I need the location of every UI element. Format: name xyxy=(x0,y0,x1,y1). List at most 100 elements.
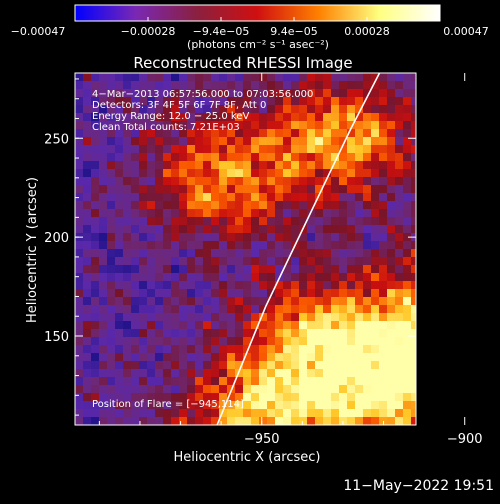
heatmap-cell xyxy=(123,361,131,369)
heatmap-cell xyxy=(235,249,243,257)
heatmap-cell xyxy=(347,113,355,121)
heatmap-cell xyxy=(91,121,99,129)
heatmap-cell xyxy=(347,321,355,329)
heatmap-cell xyxy=(363,401,371,409)
heatmap-cell xyxy=(371,385,379,393)
heatmap-cell xyxy=(99,217,107,225)
heatmap-cell xyxy=(395,193,403,201)
heatmap-cell xyxy=(187,257,195,265)
heatmap-cell xyxy=(187,265,195,273)
heatmap-cell xyxy=(403,161,411,169)
heatmap-cell xyxy=(323,241,331,249)
heatmap-cell xyxy=(219,321,227,329)
heatmap-cell xyxy=(339,297,347,305)
heatmap-cell xyxy=(99,313,107,321)
heatmap-cell xyxy=(243,161,251,169)
heatmap-cell xyxy=(379,409,387,417)
heatmap-cell xyxy=(283,305,291,313)
heatmap-cell xyxy=(203,345,211,353)
heatmap-cell xyxy=(291,73,299,81)
heatmap-cell xyxy=(251,225,259,233)
heatmap-cell xyxy=(387,393,395,401)
heatmap-cell xyxy=(187,297,195,305)
heatmap-cell xyxy=(99,401,107,409)
heatmap-cell xyxy=(75,345,83,353)
heatmap-cell xyxy=(171,249,179,257)
heatmap-cell xyxy=(195,97,203,105)
heatmap-cell xyxy=(99,185,107,193)
heatmap-cell xyxy=(275,369,283,377)
heatmap-cell xyxy=(259,161,267,169)
heatmap-cell xyxy=(203,105,211,113)
heatmap-cell xyxy=(299,105,307,113)
x-axis-tick-label: −900 xyxy=(447,432,483,447)
heatmap-cell xyxy=(75,329,83,337)
heatmap-cell xyxy=(235,377,243,385)
heatmap-cell xyxy=(331,313,339,321)
heatmap-cell xyxy=(243,217,251,225)
heatmap-cell xyxy=(323,393,331,401)
heatmap-cell xyxy=(235,321,243,329)
heatmap-cell xyxy=(139,369,147,377)
heatmap-cell xyxy=(107,217,115,225)
heatmap-cell xyxy=(115,105,123,113)
heatmap-cell xyxy=(331,209,339,217)
heatmap-cell xyxy=(227,393,235,401)
heatmap-cell xyxy=(91,305,99,313)
heatmap-cell xyxy=(371,201,379,209)
heatmap-cell xyxy=(371,153,379,161)
heatmap-cell xyxy=(171,337,179,345)
heatmap-cell xyxy=(379,161,387,169)
heatmap-cell xyxy=(107,337,115,345)
heatmap-cell xyxy=(363,217,371,225)
heatmap-cell xyxy=(267,377,275,385)
heatmap-cell xyxy=(251,153,259,161)
heatmap-cell xyxy=(371,225,379,233)
heatmap-cell xyxy=(83,209,91,217)
heatmap-cell xyxy=(75,89,83,97)
heatmap-cell xyxy=(171,113,179,121)
heatmap-cell xyxy=(411,209,416,217)
heatmap-cell xyxy=(115,265,123,273)
heatmap-cell xyxy=(171,169,179,177)
heatmap-cell xyxy=(299,113,307,121)
heatmap-cell xyxy=(403,137,411,145)
heatmap-cell xyxy=(83,177,91,185)
heatmap-cell xyxy=(107,305,115,313)
heatmap-cell xyxy=(219,137,227,145)
heatmap-cell xyxy=(355,305,363,313)
heatmap-cell xyxy=(299,73,307,81)
heatmap-cell xyxy=(131,409,139,417)
heatmap-cell xyxy=(371,265,379,273)
heatmap-cell xyxy=(411,169,416,177)
heatmap-cell xyxy=(163,369,171,377)
heatmap-cell xyxy=(219,241,227,249)
heatmap-cell xyxy=(115,289,123,297)
heatmap-cell xyxy=(371,241,379,249)
heatmap-cell xyxy=(139,233,147,241)
heatmap-cell xyxy=(123,129,131,137)
heatmap-cell xyxy=(187,217,195,225)
heatmap-cell xyxy=(187,393,195,401)
heatmap-cell xyxy=(347,313,355,321)
heatmap-cell xyxy=(91,265,99,273)
heatmap-cell xyxy=(107,137,115,145)
heatmap-cell xyxy=(123,409,131,417)
heatmap-cell xyxy=(299,297,307,305)
heatmap-cell xyxy=(275,241,283,249)
heatmap-cell xyxy=(235,169,243,177)
heatmap-cell xyxy=(75,161,83,169)
heatmap-cell xyxy=(155,121,163,129)
heatmap-cell xyxy=(91,321,99,329)
heatmap-cell xyxy=(139,193,147,201)
heatmap-cell xyxy=(187,121,195,129)
heatmap-cell xyxy=(259,241,267,249)
heatmap-cell xyxy=(139,377,147,385)
heatmap-cell xyxy=(195,345,203,353)
heatmap-cell xyxy=(307,393,315,401)
colorbar-tick-label: −0.00028 xyxy=(121,25,176,38)
heatmap-cell xyxy=(227,137,235,145)
heatmap-cell xyxy=(139,321,147,329)
heatmap-cell xyxy=(259,137,267,145)
heatmap-cell xyxy=(347,297,355,305)
